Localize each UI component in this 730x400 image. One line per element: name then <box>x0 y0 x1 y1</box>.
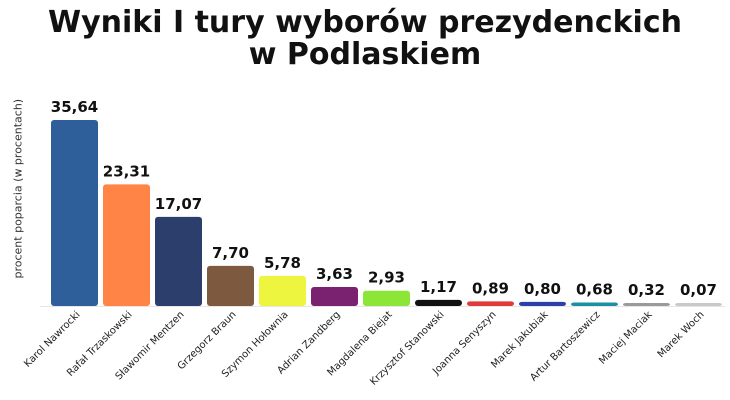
x-tick-label-1: Karol Nawrocki <box>22 309 82 369</box>
bar-3 <box>155 216 202 306</box>
bar-2 <box>103 184 150 306</box>
data-label-5: 5,78 <box>264 254 301 272</box>
x-tick-label-13: Marek Woch <box>656 309 707 360</box>
data-label-8: 1,17 <box>420 278 457 296</box>
bar-7 <box>363 290 410 306</box>
x-tick-label-12: Maciej Maciak <box>597 309 654 366</box>
data-label-4: 7,70 <box>212 244 249 262</box>
data-label-2: 23,31 <box>103 162 150 180</box>
data-label-3: 17,07 <box>155 195 202 213</box>
bar-5 <box>259 275 306 306</box>
bar-6 <box>311 287 358 306</box>
data-label-10: 0,80 <box>524 280 561 298</box>
bar-8 <box>415 299 462 306</box>
bar-4 <box>207 265 254 306</box>
chart-title-line-1: Wyniki I tury wyborów prezydenckich <box>48 5 682 40</box>
bar-12 <box>623 303 670 306</box>
bar-9 <box>467 301 514 306</box>
data-label-13: 0,07 <box>680 281 717 299</box>
data-label-6: 3,63 <box>316 265 353 283</box>
bar-13 <box>675 303 722 306</box>
data-label-12: 0,32 <box>628 281 665 299</box>
data-label-7: 2,93 <box>368 269 405 287</box>
data-label-9: 0,89 <box>472 279 509 297</box>
data-label-11: 0,68 <box>576 280 613 298</box>
bar-11 <box>571 302 618 306</box>
chart-title-line-2: w Podlaskiem <box>248 37 482 72</box>
data-label-1: 35,64 <box>51 98 98 116</box>
bar-10 <box>519 301 566 306</box>
bar-1 <box>51 120 98 306</box>
